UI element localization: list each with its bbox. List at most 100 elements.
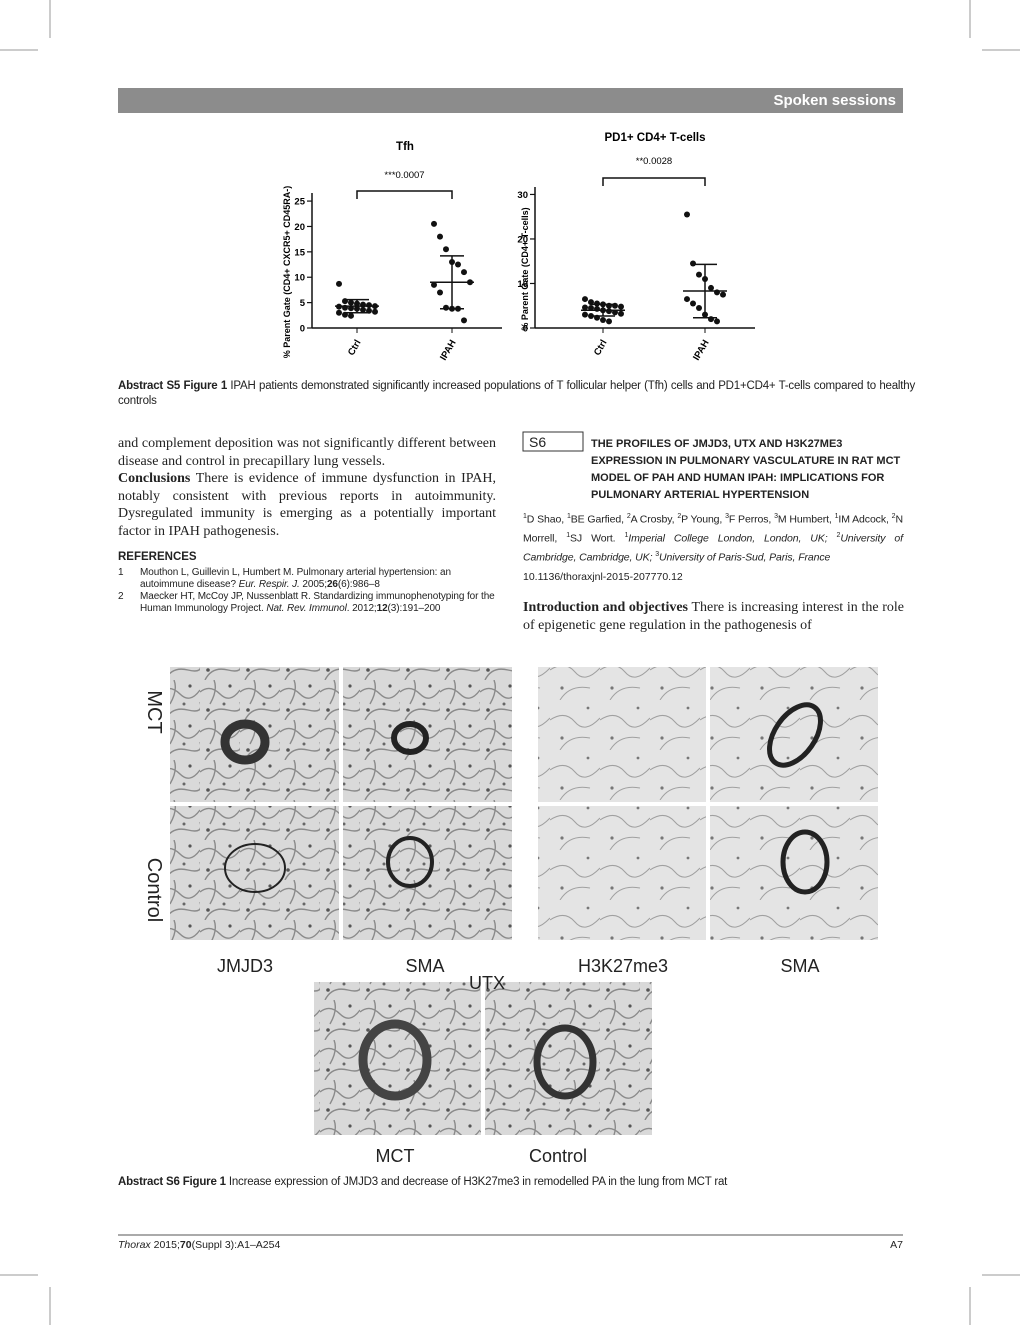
footer-citation: Thorax 2015;70(Suppl 3):A1–A254 bbox=[118, 1239, 280, 1251]
text-run: There is increasing interest in the role… bbox=[523, 600, 904, 633]
data-point bbox=[437, 289, 443, 296]
y-axis-label: % Parent Gate (CD4+ T-cells) bbox=[520, 207, 530, 330]
reference: 1 Mouthon L, Guillevin L, Humbert M. Pulm… bbox=[118, 567, 496, 591]
data-point bbox=[594, 305, 600, 312]
text-run: There is evidence of immune dysfunction … bbox=[118, 471, 496, 539]
text-run: 12 bbox=[376, 603, 388, 614]
affiliation-mark: 1 bbox=[834, 513, 839, 520]
text-run: Thorax bbox=[118, 1239, 151, 1251]
text-run: Abstract S5 Figure 1 bbox=[118, 380, 228, 392]
data-point bbox=[455, 261, 461, 268]
text-run: Introduction and objectives bbox=[523, 600, 689, 615]
significance-bracket bbox=[602, 177, 706, 186]
data-point bbox=[582, 311, 588, 318]
data-point bbox=[461, 269, 467, 276]
panel-label: UTX bbox=[469, 973, 505, 993]
data-point bbox=[594, 300, 600, 307]
affiliation-mark: 2 bbox=[677, 513, 682, 520]
data-point bbox=[690, 260, 696, 267]
data-point bbox=[348, 312, 354, 319]
data-point bbox=[606, 302, 612, 309]
text-run: . 2012; bbox=[346, 603, 377, 614]
column-label: Control bbox=[529, 1146, 587, 1166]
affiliation-mark: 3 bbox=[774, 513, 778, 520]
text-run: Increase expression of JMJD3 and decreas… bbox=[225, 1176, 728, 1188]
text-run: (3):191–200 bbox=[387, 603, 441, 614]
abstract-title: THE PROFILES OF JMJD3, UTX AND H3K27ME3 … bbox=[591, 438, 901, 501]
data-point bbox=[708, 316, 714, 323]
author-name: M Humbert, bbox=[777, 513, 832, 526]
micrographs bbox=[170, 667, 878, 1135]
author-name: A Crosby, bbox=[630, 513, 675, 526]
text-run: Maecker HT, McCoy JP, Nussenblatt R. Sta… bbox=[140, 591, 495, 614]
data-point bbox=[431, 281, 437, 288]
data-point bbox=[696, 304, 702, 311]
data-point bbox=[336, 309, 342, 316]
x-tick-label: Ctrl bbox=[592, 338, 610, 358]
text-run: (Suppl 3):A1–A254 bbox=[191, 1239, 281, 1251]
reference: 2 Maecker HT, McCoy JP, Nussenblatt R. St… bbox=[118, 591, 496, 615]
data-point bbox=[606, 308, 612, 315]
text-run: Mouthon L, Guillevin L, Humbert M. Pulmo… bbox=[140, 567, 451, 590]
reference-text: Maecker HT, McCoy JP, Nussenblatt R. Sta… bbox=[140, 591, 496, 615]
references: 1 Mouthon L, Guillevin L, Humbert M. Pulm… bbox=[118, 567, 496, 615]
y-tick-label: 0 bbox=[300, 324, 305, 335]
text-run: and complement deposition was not signif… bbox=[118, 436, 496, 469]
paragraph: and complement deposition was not signif… bbox=[118, 435, 496, 470]
affiliation-mark: 2 bbox=[626, 513, 631, 520]
data-point bbox=[443, 246, 449, 253]
y-tick-label: 10 bbox=[294, 273, 305, 284]
data-point bbox=[696, 271, 702, 278]
reference-number: 2 bbox=[118, 591, 124, 602]
author-name: IM Adcock, bbox=[838, 513, 889, 526]
header-bar bbox=[118, 88, 903, 113]
data-point bbox=[600, 316, 606, 323]
data-point bbox=[348, 299, 354, 306]
y-tick-label: 25 bbox=[294, 197, 305, 208]
data-point bbox=[437, 233, 443, 240]
text-run: Nat. Rev. Immunol bbox=[266, 603, 347, 614]
affiliation-mark: 3 bbox=[655, 551, 660, 558]
y-tick-label: 30 bbox=[517, 190, 528, 201]
doi: 10.1136/thoraxjnl-2015-207770.12 bbox=[523, 571, 683, 583]
data-point bbox=[336, 280, 342, 287]
data-point bbox=[708, 284, 714, 291]
text-run: IPAH patients demonstrated significantly… bbox=[118, 380, 915, 407]
column-label: H3K27me3 bbox=[578, 956, 668, 976]
y-tick-label: 20 bbox=[294, 222, 305, 233]
figure-caption: Abstract S5 Figure 1 IPAH patients demon… bbox=[118, 379, 915, 409]
author-name: N Morrell, bbox=[523, 513, 903, 545]
data-point bbox=[612, 302, 618, 309]
reference-number: 1 bbox=[118, 567, 124, 578]
abstract-id-box bbox=[522, 431, 584, 452]
data-point bbox=[684, 296, 690, 303]
data-point bbox=[443, 304, 449, 311]
data-point bbox=[618, 303, 624, 310]
text-run: 26 bbox=[326, 579, 338, 590]
data-point bbox=[582, 296, 588, 303]
row-label: MCT bbox=[143, 690, 165, 733]
author-name: SJ Wort. bbox=[570, 532, 616, 545]
affiliation-mark: 1 bbox=[523, 513, 527, 520]
authors: 1D Shao, 1BE Garfied, 2A Crosby, 2P Youn… bbox=[523, 509, 903, 566]
data-point bbox=[684, 211, 690, 218]
left-column: and complement deposition was not signif… bbox=[118, 435, 496, 540]
data-point bbox=[582, 304, 588, 311]
y-tick-label: 20 bbox=[517, 234, 528, 245]
column-label: JMJD3 bbox=[217, 956, 273, 976]
affiliation-mark: 2 bbox=[836, 532, 841, 539]
chart-title: PD1+ CD4+ T-cells bbox=[605, 132, 706, 144]
data-point bbox=[720, 291, 726, 298]
data-point bbox=[366, 302, 372, 309]
text-run: (6):986–8 bbox=[337, 579, 380, 590]
data-point bbox=[372, 308, 378, 315]
affiliation-mark: 1 bbox=[566, 513, 571, 520]
reference-text: Mouthon L, Guillevin L, Humbert M. Pulmo… bbox=[140, 567, 496, 591]
author-name: BE Garfied, bbox=[570, 513, 624, 526]
column-label: SMA bbox=[405, 956, 444, 976]
x-tick-label: Ctrl bbox=[346, 338, 364, 358]
y-tick-label: 15 bbox=[294, 247, 305, 258]
annotation: ***0.0007 bbox=[384, 170, 424, 181]
